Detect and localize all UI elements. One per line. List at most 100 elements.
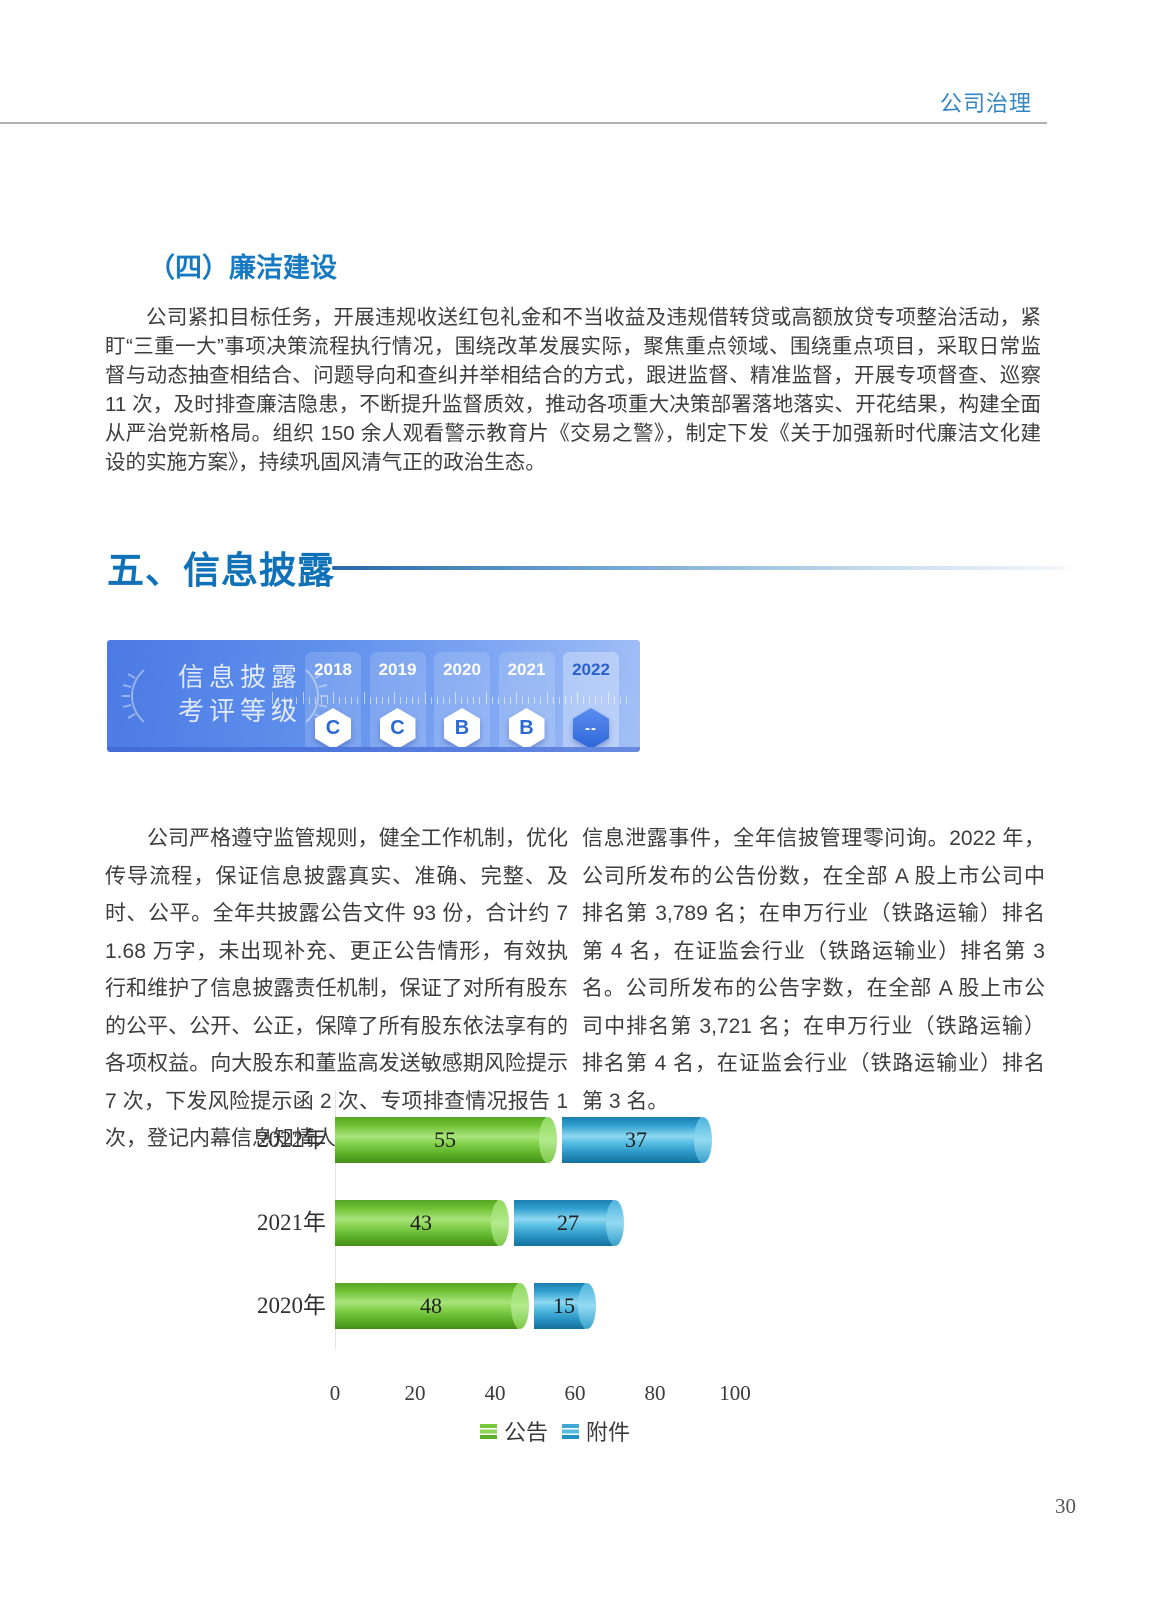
rating-year-label: 2018 [314,660,352,679]
header-divider [0,122,1047,124]
ruler-tick [546,692,548,704]
ruler-tick [351,697,353,704]
x-axis-tick-label: 80 [644,1381,666,1405]
disclosure-right-text: 信息泄露事件，全年信披管理零问询。2022 年，公司所发布的公告份数，在全部 A… [582,827,1045,1113]
rating-grade-badge-wrap: B [508,708,545,747]
rating-grade-badge: B [444,708,480,747]
ruler-tick [607,692,609,704]
ruler-tick [430,697,432,704]
bar-segment-公告-2021年: 43 [335,1200,509,1246]
rating-grade-badge: B [508,708,545,747]
bar-value-label: 43 [410,1210,432,1235]
ruler-tick [570,697,572,704]
rating-year-column-2019: 2019 C [369,652,426,747]
header-section-label: 公司治理 [939,91,1032,116]
rating-year-column-2018: 2018 C [305,652,361,747]
bar-value-label: 55 [434,1127,456,1152]
ruler-tick [345,697,347,704]
ruler-tick [577,692,578,704]
ruler-tick [479,697,481,704]
ruler-tick [619,697,621,704]
ruler-tick [589,697,591,704]
legend-label: 公告 [503,1420,548,1445]
ruler-tick [442,697,444,704]
laurel-left-icon [122,669,145,723]
ruler-tick [436,697,438,704]
ruler-tick [583,697,585,704]
disclosure-left-text: 公司严格遵守监管规则，健全工作机制，优化传导流程，保证信息披露真实、准确、完整、… [105,827,568,1150]
integrity-section-title: （四）廉洁建设 [148,253,337,283]
rating-timeline-ruler [107,640,640,747]
rating-grade-badge-wrap: B [444,708,480,747]
ruler-tick [326,697,328,704]
bar-cap [694,1117,712,1163]
rating-year-label: 2020 [443,660,481,679]
rating-grade-badge-wrap: -- [573,708,609,747]
bar-cap [491,1200,509,1246]
rating-year-column-2022: 2022 -- [563,652,619,747]
ruler-tick [290,697,292,704]
ruler-tick [455,692,456,704]
ruler-tick [503,697,505,704]
bar-value-label: 48 [420,1293,442,1318]
rating-grade-badge: C [315,708,351,747]
bar-segment-附件-2022年: 37 [562,1117,712,1163]
ruler-tick [412,697,414,704]
x-axis-tick-label: 100 [719,1381,751,1405]
ruler-tick [564,697,566,704]
bar-segment-公告-2022年: 55 [335,1117,557,1163]
bar-segment-附件-2021年: 27 [514,1200,624,1246]
disclosure-section-title: 五、信息披露 [107,550,335,591]
bar-segment-附件-2020年: 15 [534,1283,596,1329]
ruler-tick [497,697,499,704]
ruler-tick [302,692,304,704]
legend-item-公告: 公告 [479,1415,548,1447]
bar-cap [578,1283,596,1329]
bar-value-label: 15 [553,1293,575,1318]
rating-banner: 信息披露 考评等级 2018 C 2019 C 2020 B 2021 B 2022 -- [107,640,640,752]
laurel-right-icon [305,669,328,723]
x-axis-tick-label: 0 [329,1381,341,1405]
legend-label: 附件 [586,1420,631,1445]
bar-cap [606,1200,624,1246]
ruler-tick [357,697,359,704]
ruler-tick [485,692,487,704]
ruler-tick [278,697,280,704]
ruler-tick [522,697,524,704]
integrity-section-body: 公司紧扣目标任务，开展违规收送红包礼金和不当收益及违规借转贷或高额放贷专项整治活… [105,306,1041,474]
x-axis-tick-label: 60 [564,1381,586,1405]
ruler-tick [375,697,377,704]
ruler-tick [424,692,426,704]
ruler-tick [406,697,408,704]
chart-category-label: 2022年 [257,1127,326,1152]
rating-banner-title-line2: 考评等级 [177,696,302,726]
ruler-tick [552,697,554,704]
announcements-bar-chart: 2022年 55 37 2021年 43 27 2020年 48 15 0 20 40 60 80 100… [240,1085,960,1455]
ruler-tick [400,697,402,704]
ruler-tick [308,697,310,704]
ruler-tick [314,697,316,704]
bar-value-label: 27 [557,1210,579,1235]
ruler-tick [333,692,334,704]
ruler-tick [461,697,463,704]
rating-year-label: 2021 [507,660,546,679]
ruler-tick [467,697,469,704]
chart-legend: 公告 附件 [335,1415,775,1447]
rating-year-label: 2019 [378,660,417,679]
rating-banner-title: 信息披露 考评等级 [135,660,345,728]
ruler-tick [418,697,420,704]
bar-value-label: 37 [625,1127,647,1152]
disclosure-right-column: 信息泄露事件，全年信披管理零问询。2022 年，公司所发布的公告份数，在全部 A… [582,820,1045,1120]
rating-year-column-2021: 2021 B [498,652,555,747]
ruler-tick [516,692,517,704]
ruler-tick [320,697,322,704]
bar-cap [539,1117,557,1163]
ruler-tick [339,697,341,704]
ruler-tick [601,697,603,704]
ruler-tick [448,697,450,704]
ruler-tick [473,697,475,704]
legend-swatch-icon [562,1423,579,1439]
rating-grade-badge-wrap: C [379,708,416,747]
ruler-tick [387,697,389,704]
